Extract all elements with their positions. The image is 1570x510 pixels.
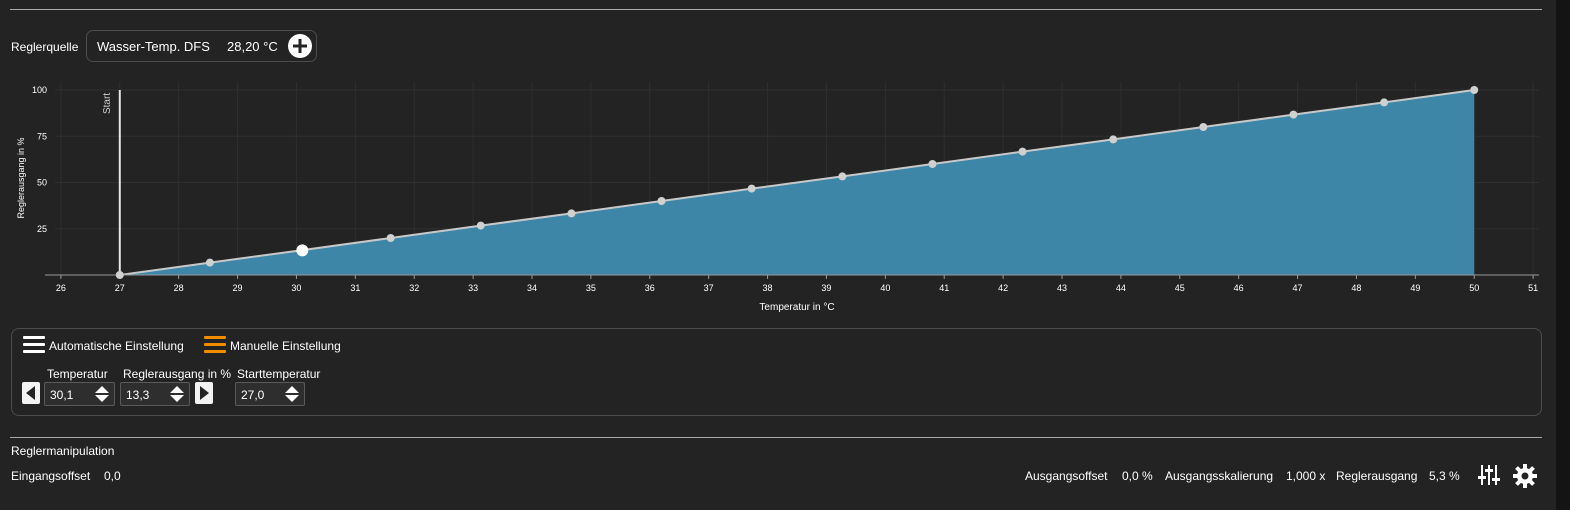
x-tick-label: 47	[1293, 283, 1303, 293]
spin-arrows-icon[interactable]	[169, 385, 185, 403]
y-tick-label: 100	[32, 85, 47, 95]
output-scale-label: Ausgangsskalierung	[1165, 469, 1274, 483]
curve-line	[119, 89, 1475, 276]
triangle-right-icon	[200, 386, 209, 400]
source-selector[interactable]: Wasser-Temp. DFS 28,20 °C	[86, 30, 317, 62]
controller-output-value: 5,3 %	[1429, 469, 1460, 483]
x-tick-label: 34	[527, 283, 537, 293]
curve-point[interactable]	[838, 172, 847, 181]
x-axis-label: Temperatur in °C	[759, 302, 834, 313]
start-temp-label: Starttemperatur	[237, 367, 321, 381]
x-tick-label: 46	[1234, 283, 1244, 293]
temperature-spinbox[interactable]: 30,1	[44, 382, 115, 406]
x-tick-label: 50	[1469, 283, 1479, 293]
y-axis-label: Reglerausgang in %	[16, 137, 26, 218]
x-tick-label: 39	[821, 283, 831, 293]
x-tick-label: 30	[291, 283, 301, 293]
output-spinbox[interactable]: 13,3	[120, 382, 190, 406]
x-tick-label: 45	[1175, 283, 1185, 293]
curve-point[interactable]	[386, 234, 395, 242]
x-tick-label: 28	[174, 283, 184, 293]
manual-mode-button[interactable]: Manuelle Einstellung	[230, 339, 341, 353]
curve-point[interactable]	[115, 271, 124, 279]
previous-point-button[interactable]	[22, 382, 40, 404]
y-tick-label: 25	[37, 224, 47, 234]
curve-point[interactable]	[1289, 110, 1298, 119]
x-tick-label: 32	[409, 283, 419, 293]
curve-point[interactable]	[1470, 86, 1479, 94]
auto-mode-button[interactable]: Automatische Einstellung	[49, 339, 184, 353]
curve-point[interactable]	[476, 221, 485, 230]
output-scale-value: 1,000 x	[1286, 469, 1326, 483]
output-offset-label: Ausgangsoffset	[1025, 469, 1108, 483]
temperature-value: 30,1	[50, 388, 74, 402]
auto-mode-icon[interactable]	[23, 336, 45, 354]
source-temperature: 28,20 °C	[227, 39, 278, 54]
curve-point[interactable]	[205, 258, 214, 267]
output-label: Reglerausgang in %	[123, 367, 232, 381]
x-tick-label: 49	[1410, 283, 1420, 293]
curve-point[interactable]	[1380, 98, 1389, 107]
temperature-label: Temperatur	[47, 367, 108, 381]
controller-output-label: Reglerausgang	[1336, 469, 1418, 483]
curve-point[interactable]	[928, 160, 937, 168]
sliders-button[interactable]	[1477, 463, 1501, 492]
curve-point[interactable]	[1109, 135, 1118, 144]
input-offset-value: 0,0	[104, 469, 121, 483]
mode-panel: Automatische Einstellung Manuelle Einste…	[11, 328, 1542, 416]
x-tick-label: 48	[1351, 283, 1361, 293]
x-tick-label: 35	[586, 283, 596, 293]
x-tick-label: 29	[233, 283, 243, 293]
curve-point[interactable]	[567, 209, 576, 218]
x-tick-label: 42	[998, 283, 1008, 293]
settings-button[interactable]	[1512, 463, 1538, 494]
x-tick-label: 51	[1528, 283, 1538, 293]
x-tick-label: 36	[645, 283, 655, 293]
plus-icon	[293, 39, 307, 53]
y-tick-label: 75	[37, 131, 47, 141]
x-tick-label: 38	[763, 283, 773, 293]
start-temp-value: 27,0	[241, 388, 265, 402]
x-tick-label: 33	[468, 283, 478, 293]
x-tick-label: 43	[1057, 283, 1067, 293]
x-tick-label: 44	[1116, 283, 1126, 293]
x-tick-label: 27	[115, 283, 125, 293]
x-tick-label: 41	[939, 283, 949, 293]
next-point-button[interactable]	[195, 382, 213, 404]
source-name: Wasser-Temp. DFS	[97, 39, 210, 54]
sliders-icon	[1478, 465, 1500, 485]
x-tick-label: 31	[350, 283, 360, 293]
manipulation-divider	[10, 437, 1542, 438]
top-divider	[10, 9, 1542, 10]
controller-curve-chart[interactable]: Start 26 27 28 29 30 31 32 33 34 35 36 37 38 39 40 41 42…	[0, 78, 1550, 318]
start-temp-spinbox[interactable]: 27,0	[235, 382, 305, 406]
y-tick-label: 50	[37, 178, 47, 188]
window-edge	[1556, 0, 1570, 510]
triangle-left-icon	[26, 386, 35, 400]
x-tick-label: 40	[880, 283, 890, 293]
x-tick-label: 26	[56, 283, 66, 293]
selected-curve-point[interactable]	[296, 244, 309, 257]
source-label: Reglerquelle	[11, 40, 79, 54]
curve-point[interactable]	[657, 197, 666, 205]
start-label: Start	[102, 93, 113, 114]
spin-arrows-icon[interactable]	[94, 385, 110, 403]
spin-arrows-icon[interactable]	[284, 385, 300, 403]
manual-mode-icon[interactable]	[204, 336, 226, 354]
curve-point[interactable]	[747, 184, 756, 193]
curve-point[interactable]	[1199, 123, 1208, 131]
curve-point[interactable]	[1018, 147, 1027, 156]
gear-icon	[1513, 464, 1537, 488]
input-offset-label: Eingangsoffset	[11, 469, 91, 483]
x-tick-label: 37	[704, 283, 714, 293]
manipulation-title: Reglermanipulation	[11, 444, 115, 458]
add-source-button[interactable]	[288, 34, 312, 58]
output-offset-value: 0,0 %	[1122, 469, 1153, 483]
output-value: 13,3	[126, 388, 150, 402]
